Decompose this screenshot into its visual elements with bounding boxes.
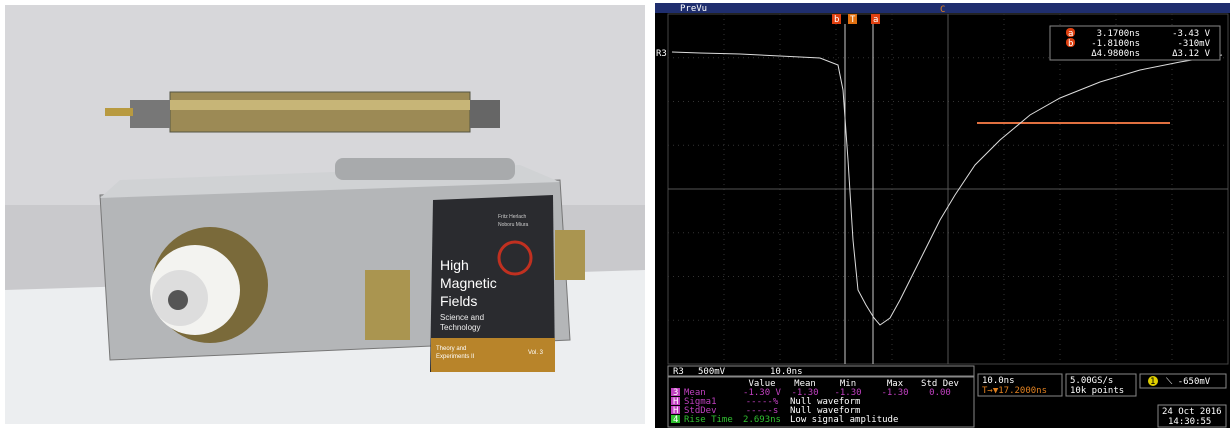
scope: PreVu b T a C R3 a 3.1700ns -3.43 V b -1.810… [655, 3, 1230, 428]
time: 14:30:55 [1168, 417, 1211, 427]
ref-label: R3 [656, 49, 667, 59]
cursor-time: -1.8100ns [1091, 39, 1140, 49]
figure: Fritz Herlach Noboru Miura High Magnetic… [0, 0, 1230, 428]
trigger-level: ⟍ -650mV [1166, 377, 1211, 387]
book-series: Experiments II [436, 354, 475, 360]
horizontal-delay: T→▼17.2000ns [982, 386, 1047, 396]
cursor-time: 3.1700ns [1097, 29, 1140, 39]
meas-name: Rise Time [684, 415, 733, 425]
scope-header: PreVu [680, 4, 707, 14]
cursor-volt: Δ3.12 V [1172, 49, 1211, 59]
channel-time: 10.0ns [770, 367, 803, 377]
book-series: Theory and [436, 346, 466, 352]
cursor-id: b [1068, 39, 1073, 49]
cursor-label: T [850, 15, 856, 25]
cursor-label: a [873, 15, 878, 25]
horizontal-scale: 10.0ns [982, 376, 1015, 386]
trigger-channel: 1 [1150, 377, 1155, 387]
date: 24 Oct 2016 [1162, 407, 1222, 417]
book-title: Fields [440, 293, 477, 309]
cursor-volt: -310mV [1177, 39, 1210, 49]
book-editor: Fritz Herlach [498, 214, 527, 220]
photo: Fritz Herlach Noboru Miura High Magnetic… [5, 5, 645, 424]
channel-id: R3 [673, 367, 684, 377]
cursor-time: Δ4.9800ns [1091, 49, 1140, 59]
book-volume: Vol. 3 [528, 350, 544, 356]
cursor-volt: -3.43 V [1172, 29, 1211, 39]
meas-cell: -1.30 [881, 388, 908, 398]
book-subtitle: Science and [440, 313, 484, 322]
meas-cell: 0.00 [929, 388, 951, 398]
book-title: Magnetic [440, 275, 497, 291]
meas-icon: 4 [673, 415, 678, 425]
sample-rate: 5.00GS/s [1070, 376, 1113, 386]
meas-cell: 2.693ns [743, 415, 781, 425]
cursor-label: b [834, 15, 839, 25]
meas-cell: Low signal amplitude [790, 415, 898, 425]
cursor-id: a [1068, 29, 1073, 39]
book-title: High [440, 257, 469, 273]
channel-scale: 500mV [698, 367, 726, 377]
trigger-marker: C [940, 5, 945, 15]
book-editor: Noboru Miura [498, 222, 529, 228]
book-subtitle: Technology [440, 323, 480, 332]
record-length: 10k points [1070, 386, 1124, 396]
